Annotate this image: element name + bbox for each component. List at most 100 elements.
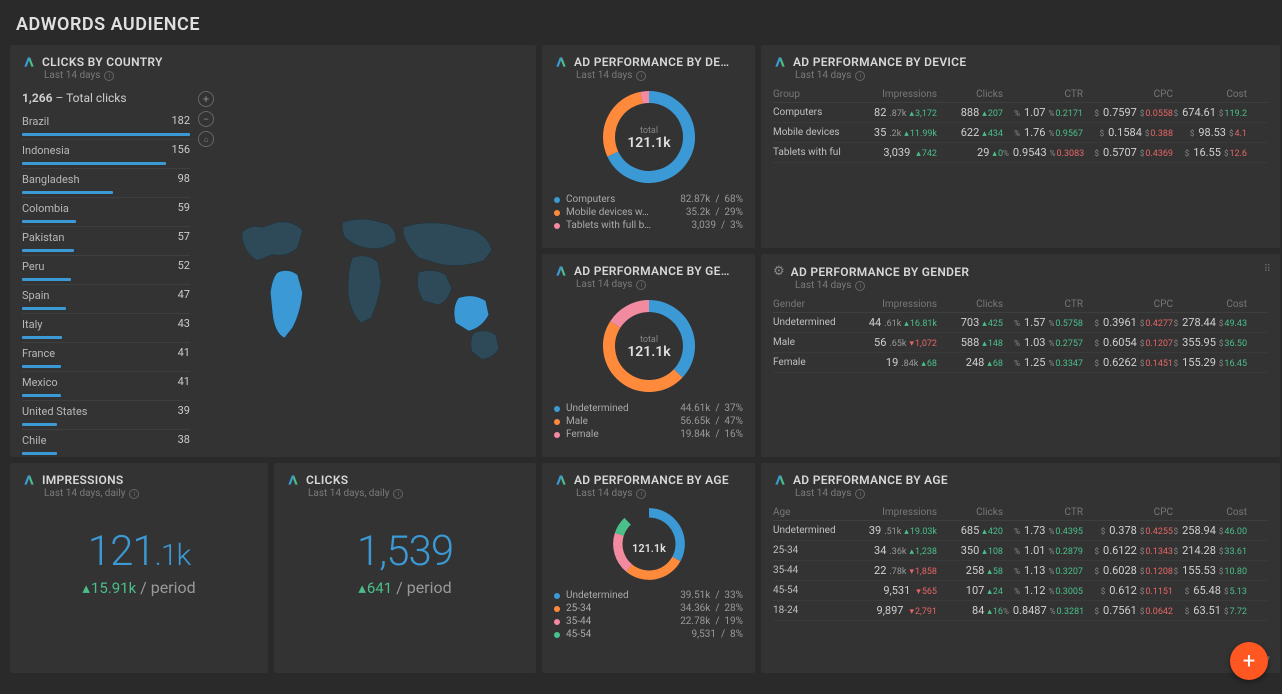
cell-cost: 278.44 [1174,316,1216,329]
country-row[interactable]: France 41 [22,342,190,371]
table-row[interactable]: Mobile devices 35.2k11.99k 622434 1.760.… [773,123,1268,143]
legend-item[interactable]: Male 56.65k / 47% [554,415,743,428]
cell-delta: 16.45 [1219,359,1247,369]
table-row[interactable]: Undetermined 39.51k19.03k 685420 1.730.4… [773,521,1268,541]
cell-cost: 674.61 [1174,106,1216,119]
kpi-value: 121.1k [22,527,256,576]
info-icon[interactable]: i [855,71,865,81]
cell-cost: 63.51 [1185,604,1221,617]
gear-icon[interactable]: ⚙ [773,264,785,279]
country-row[interactable]: Bangladesh 98 [22,168,190,197]
cell-delta: 2,791 [909,607,937,617]
cell-delta: 0.2757 [1048,339,1083,349]
table-row[interactable]: 45-54 9,531565 10724 1.120.3005 0.6120.1… [773,581,1268,601]
country-row[interactable]: United States 39 [22,400,190,429]
table-row[interactable]: Female 19.84k68 24868 1.250.3347 0.62620… [773,353,1268,373]
table-row[interactable]: 18-24 9,8972,791 8416 0.84870.3281 0.756… [773,601,1268,621]
cell-cost: 155.53 [1174,564,1216,577]
cell-impressions: 35.2k [874,126,901,139]
donut-chart: total 121.1k [554,296,743,396]
kpi-period: / period [396,578,452,597]
cell-cpc: 0.6122 [1095,544,1137,557]
info-icon[interactable]: i [636,489,646,499]
legend-label: 45-54 [566,629,686,640]
legend-item[interactable]: Undetermined 39.51k / 33% [554,589,743,602]
cell-impressions: 3,039 [883,146,913,159]
table-row[interactable]: 35-44 22.78k1,858 25858 1.130.3207 0.602… [773,561,1268,581]
info-icon[interactable]: i [636,71,646,81]
legend-item[interactable]: Undetermined 44.61k / 37% [554,402,743,415]
cell-group: 18-24 [773,605,853,616]
cell-delta: 0.0642 [1140,607,1173,617]
cell-delta: 148 [982,339,1003,349]
period-label: Last 14 days [576,279,632,290]
legend-dot [554,210,560,216]
cell-delta: 10.80 [1219,567,1247,577]
legend-item[interactable]: 45-54 9,531 / 8% [554,628,743,641]
legend-item[interactable]: Mobile devices w… 35.2k / 29% [554,206,743,219]
legend-item[interactable]: 25-34 34.36k / 28% [554,602,743,615]
cell-ctr: 0.9543 [1003,146,1047,159]
cell-delta: 11.99k [904,129,937,139]
info-icon[interactable]: i [104,71,114,81]
country-row[interactable]: Chile 38 [22,429,190,457]
legend-dot [554,197,560,203]
table-row[interactable]: Undetermined 44.61k16.81k 703425 1.570.5… [773,313,1268,333]
country-name: United States [22,405,87,418]
reset-button[interactable]: ⌂ [198,131,214,147]
country-row[interactable]: Italy 43 [22,313,190,342]
country-row[interactable]: Spain 47 [22,284,190,313]
table-row[interactable]: 25-34 34.36k1,238 350108 1.010.2879 0.61… [773,541,1268,561]
cell-delta: 12.6 [1224,149,1247,159]
table-row[interactable]: Computers 82.87k3,172 888207 1.070.2171 … [773,103,1268,123]
cell-delta: 19.03k [904,527,937,537]
panel-title: AD PERFORMANCE BY DEVICE [793,55,966,69]
country-row[interactable]: Brazil 182 [22,111,190,139]
country-row[interactable]: Mexico 41 [22,371,190,400]
panel-title: AD PERFORMANCE BY AGE [793,473,948,487]
country-row[interactable]: Pakistan 57 [22,226,190,255]
info-icon[interactable]: i [855,281,865,291]
cell-ctr: 1.07 [1014,106,1045,119]
world-map[interactable] [222,107,524,457]
adwords-icon [554,473,568,487]
add-button[interactable]: + [1230,642,1268,680]
legend-item[interactable]: 35-44 22.78k / 19% [554,615,743,628]
adwords-icon [286,473,300,487]
legend-label: Undetermined [566,590,674,601]
cell-delta: 4.1 [1229,129,1247,139]
panel-clicks-by-country: CLICKS BY COUNTRY Last 14 daysi 1,266 – … [10,45,536,457]
kpi-value: 1,539 [286,527,524,576]
country-row[interactable]: Colombia 59 [22,197,190,226]
cell-delta: 0.1451 [1140,359,1173,369]
table-header-cell: CPC [1083,89,1173,100]
legend-item[interactable]: Computers 82.87k / 68% [554,193,743,206]
zoom-out-button[interactable]: − [198,111,214,127]
legend-item[interactable]: Tablets with full b… 3,039 / 3% [554,219,743,232]
cell-delta: 0.2879 [1048,547,1083,557]
legend-item[interactable]: Female 19.84k / 16% [554,428,743,441]
cell-delta: 24 [987,587,1003,597]
cell-cpc: 0.378 [1101,524,1137,537]
cell-delta: 49.43 [1219,319,1247,329]
legend-label: Male [566,416,674,427]
info-icon[interactable]: i [855,489,865,499]
info-icon[interactable]: i [393,489,403,499]
cell-delta: 0.1207 [1140,339,1173,349]
country-value: 39 [178,404,190,417]
drag-icon[interactable]: ⠿ [1264,264,1272,275]
cell-clicks: 588 [961,336,980,349]
zoom-in-button[interactable]: + [198,91,214,107]
period-label: Last 14 days [795,488,851,499]
info-icon[interactable]: i [636,280,646,290]
cell-group: Tablets with ful [773,147,853,158]
table-row[interactable]: Male 56.65k1,072 588148 1.030.2757 0.605… [773,333,1268,353]
info-icon[interactable]: i [129,489,139,499]
table-row[interactable]: Tablets with ful 3,039742 290 0.95430.30… [773,143,1268,163]
cell-delta: 58 [987,567,1003,577]
country-row[interactable]: Indonesia 156 [22,139,190,168]
country-row[interactable]: Peru 52 [22,255,190,284]
cell-delta: 0.1151 [1140,587,1173,597]
table-header-cell: CTR [1003,89,1083,100]
cell-delta: 7.72 [1224,607,1247,617]
